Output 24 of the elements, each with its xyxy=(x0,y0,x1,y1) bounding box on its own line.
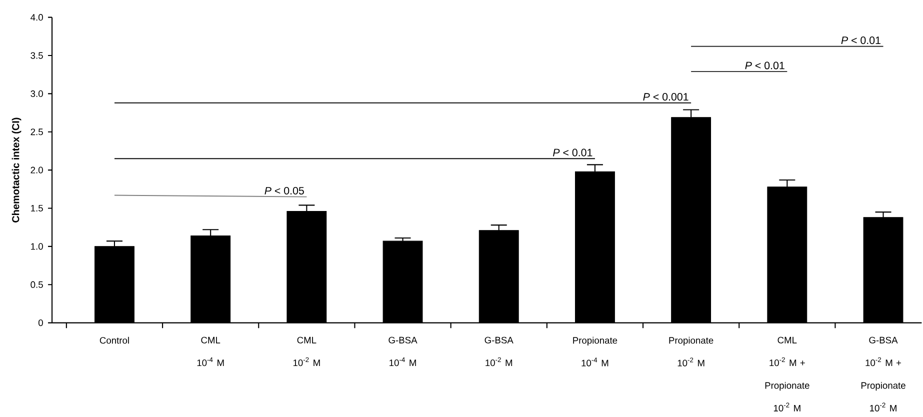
category-label: Propionate 10$^{-4}$ M xyxy=(573,336,618,366)
y-tick-label: 1.5 xyxy=(31,204,43,212)
y-tick-label: 4.0 xyxy=(30,14,43,20)
category-label: G-BSA 10$^{-2}$ M xyxy=(484,336,514,366)
category-label: CML 10$^{-2}$ M xyxy=(293,336,320,366)
annotation: P < 0.05 xyxy=(264,186,304,194)
annotation: P < 0.001 xyxy=(643,92,688,100)
category-label: G-BSA 10$^{-4}$ M xyxy=(388,336,418,366)
category-label: CML 10$^{-4}$ M xyxy=(197,336,224,366)
annotation: P < 0.01 xyxy=(745,62,784,70)
y-tick-label: 0 xyxy=(38,319,43,326)
category-label: Propionate 10$^{-2}$ M xyxy=(669,336,714,366)
annotation: P < 0.01 xyxy=(552,148,592,156)
y-axis-title: Chemotactic intex (CI) xyxy=(12,118,22,222)
y-tick-label: 1.0 xyxy=(31,242,43,250)
category-label: G-BSA 10$^{-2}$ M + Propionate 10$^{-2}$ M xyxy=(861,336,906,412)
y-tick-label: 2.0 xyxy=(30,166,43,174)
y-tick-label: 2.5 xyxy=(30,128,43,135)
y-tick-label: 3.0 xyxy=(30,90,43,97)
category-label: CML 10$^{-2}$ M + Propionate 10$^{-2}$ M xyxy=(765,336,810,412)
x-tick-label: Control xyxy=(100,336,129,344)
y-tick-label: 0.5 xyxy=(30,281,43,288)
annotation: P < 0.01 xyxy=(841,36,880,44)
y-tick-label: 3.5 xyxy=(30,52,43,59)
